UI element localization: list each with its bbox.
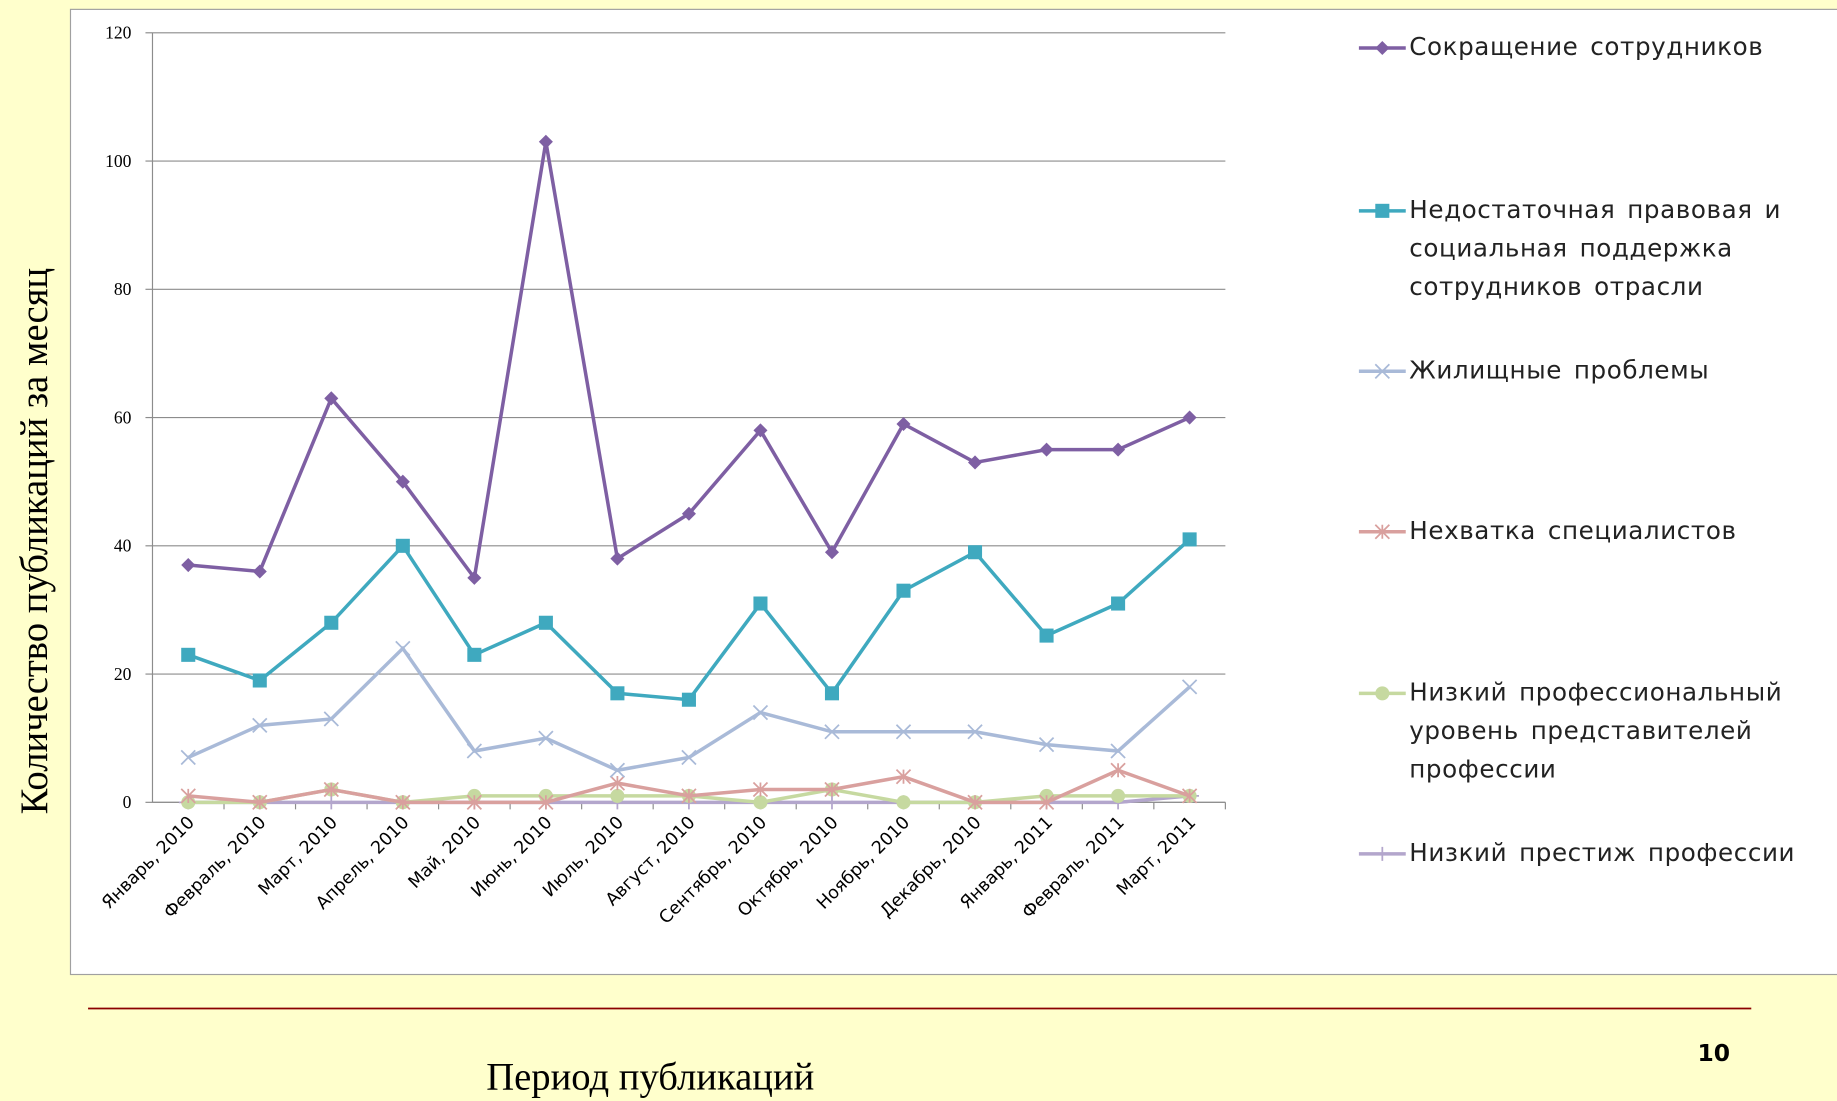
marker bbox=[896, 795, 911, 810]
y-tick-label: 120 bbox=[105, 23, 132, 43]
legend-marker bbox=[1375, 203, 1390, 218]
page-number: 10 bbox=[1698, 1039, 1731, 1067]
marker bbox=[252, 794, 268, 810]
marker bbox=[1038, 736, 1055, 753]
marker bbox=[324, 615, 339, 630]
y-axis-label: Количество публикаций за месяц bbox=[14, 268, 56, 815]
marker bbox=[538, 615, 553, 630]
legend-label: Недостаточная правовая и социальная подд… bbox=[1409, 195, 1782, 302]
marker bbox=[610, 551, 625, 566]
marker bbox=[681, 506, 696, 521]
marker bbox=[181, 647, 196, 662]
marker bbox=[395, 538, 410, 553]
marker bbox=[395, 474, 410, 489]
legend-marker bbox=[1375, 686, 1390, 701]
marker bbox=[610, 686, 625, 701]
marker bbox=[967, 724, 983, 740]
legend-entry: Недостаточная правовая и социальная подд… bbox=[1409, 195, 1782, 302]
x-axis-label: Период публикаций bbox=[486, 1056, 814, 1098]
marker bbox=[752, 704, 769, 721]
legend-label: Сокращение сотрудников bbox=[1409, 32, 1764, 61]
y-tick-label: 60 bbox=[114, 407, 132, 427]
marker bbox=[967, 794, 983, 810]
marker bbox=[824, 686, 840, 701]
legend-label: Низкий престиж профессии bbox=[1409, 838, 1796, 867]
y-tick-label: 20 bbox=[114, 664, 132, 684]
marker bbox=[324, 391, 339, 406]
marker bbox=[609, 775, 626, 791]
legend-entry: Жилищные проблемы bbox=[1409, 356, 1710, 385]
marker bbox=[180, 788, 196, 804]
marker bbox=[321, 795, 341, 810]
marker bbox=[1110, 762, 1126, 778]
marker bbox=[753, 596, 768, 611]
legend-entry: Низкий престиж профессии bbox=[1409, 838, 1796, 867]
marker bbox=[824, 724, 840, 740]
y-tick-label: 40 bbox=[114, 536, 132, 556]
marker bbox=[323, 711, 339, 727]
marker bbox=[323, 781, 339, 798]
marker bbox=[1039, 628, 1054, 643]
legend-marker bbox=[1374, 363, 1390, 379]
series bbox=[180, 762, 1198, 810]
marker bbox=[1111, 788, 1126, 803]
marker bbox=[538, 730, 554, 746]
marker bbox=[466, 794, 483, 810]
y-tick-label: 0 bbox=[123, 792, 132, 812]
legend-marker bbox=[1374, 524, 1390, 540]
marker bbox=[896, 416, 911, 432]
marker bbox=[1181, 679, 1198, 695]
marker bbox=[896, 583, 911, 598]
y-tick-label: 80 bbox=[114, 279, 132, 299]
series bbox=[180, 640, 1198, 778]
legend-entry: Низкий профессиональный уровень представ… bbox=[1409, 678, 1783, 784]
marker bbox=[181, 558, 196, 573]
legend-marker bbox=[1372, 846, 1392, 861]
marker bbox=[610, 788, 625, 803]
marker bbox=[753, 423, 768, 438]
marker bbox=[895, 724, 912, 740]
legend-label: Низкий профессиональный уровень представ… bbox=[1409, 678, 1783, 784]
y-tick-label: 100 bbox=[105, 151, 132, 171]
marker bbox=[753, 795, 768, 810]
marker bbox=[681, 788, 697, 804]
marker bbox=[252, 564, 267, 579]
marker bbox=[895, 769, 912, 785]
legend-entry: Нехватка специалистов bbox=[1409, 516, 1737, 545]
legend-entry: Сокращение сотрудников bbox=[1409, 32, 1764, 61]
marker bbox=[180, 749, 196, 766]
marker bbox=[609, 762, 626, 778]
marker bbox=[252, 717, 268, 734]
series bbox=[181, 532, 1197, 707]
marker bbox=[1111, 596, 1126, 611]
marker bbox=[252, 673, 267, 688]
marker bbox=[467, 647, 482, 662]
chart-area bbox=[69, 8, 1837, 976]
legend-label: Жилищные проблемы bbox=[1409, 356, 1710, 385]
marker bbox=[822, 795, 842, 810]
marker bbox=[824, 781, 840, 798]
marker bbox=[1110, 743, 1126, 759]
marker bbox=[1038, 794, 1055, 810]
marker bbox=[395, 794, 411, 810]
legend-label: Нехватка специалистов bbox=[1409, 516, 1737, 545]
marker bbox=[681, 749, 697, 766]
marker bbox=[681, 692, 696, 707]
marker bbox=[1182, 532, 1197, 547]
marker bbox=[395, 640, 411, 657]
marker bbox=[466, 743, 483, 759]
marker bbox=[538, 794, 554, 810]
marker bbox=[752, 781, 769, 798]
legend-marker bbox=[1375, 40, 1390, 56]
marker bbox=[968, 545, 983, 560]
marker bbox=[1181, 788, 1198, 804]
